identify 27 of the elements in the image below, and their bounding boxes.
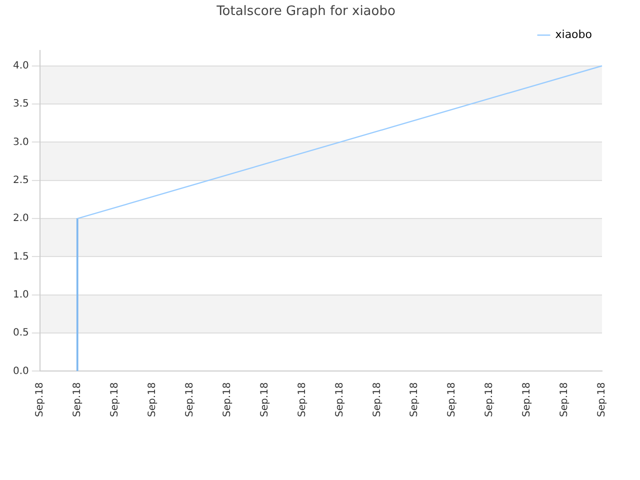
y-tick-label: 1.0 <box>12 290 29 300</box>
y-tick-label: 0.0 <box>12 366 29 377</box>
x-tick-label: Sep.18 <box>146 382 158 418</box>
x-tick-label: Sep.18 <box>222 382 233 418</box>
x-tick-label: Sep.18 <box>484 382 496 418</box>
x-tick-label: Sep.18 <box>296 382 308 418</box>
y-tick-label: 1.5 <box>12 251 29 262</box>
x-tick-label: Sep.18 <box>259 382 270 418</box>
y-tick-label: 2.0 <box>12 213 29 224</box>
y-tick-label: 0.5 <box>12 328 29 339</box>
x-tick-label: Sep.18 <box>184 382 196 418</box>
legend-label: xiaobo <box>555 28 592 41</box>
y-tick-label: 2.5 <box>12 174 29 186</box>
y-tick-label: 3.0 <box>12 136 29 148</box>
x-tick-label: Sep.18 <box>72 382 83 418</box>
x-tick-label: Sep.18 <box>109 382 120 418</box>
x-tick-label: Sep.18 <box>334 382 346 418</box>
x-tick-label: Sep.18 <box>409 382 420 418</box>
x-tick-label: Sep.18 <box>34 382 46 418</box>
x-tick-label: Sep.18 <box>372 382 383 418</box>
y-tick-label: 3.5 <box>12 98 29 110</box>
y-tick-label: 4.0 <box>12 60 29 72</box>
chart-title: Totalscore Graph for xiaobo <box>216 4 396 20</box>
x-tick-label: Sep.18 <box>559 382 570 418</box>
x-tick-label: Sep.18 <box>446 382 458 418</box>
x-tick-label: Sep.18 <box>522 382 533 418</box>
x-tick-label: Sep.18 <box>596 382 608 418</box>
